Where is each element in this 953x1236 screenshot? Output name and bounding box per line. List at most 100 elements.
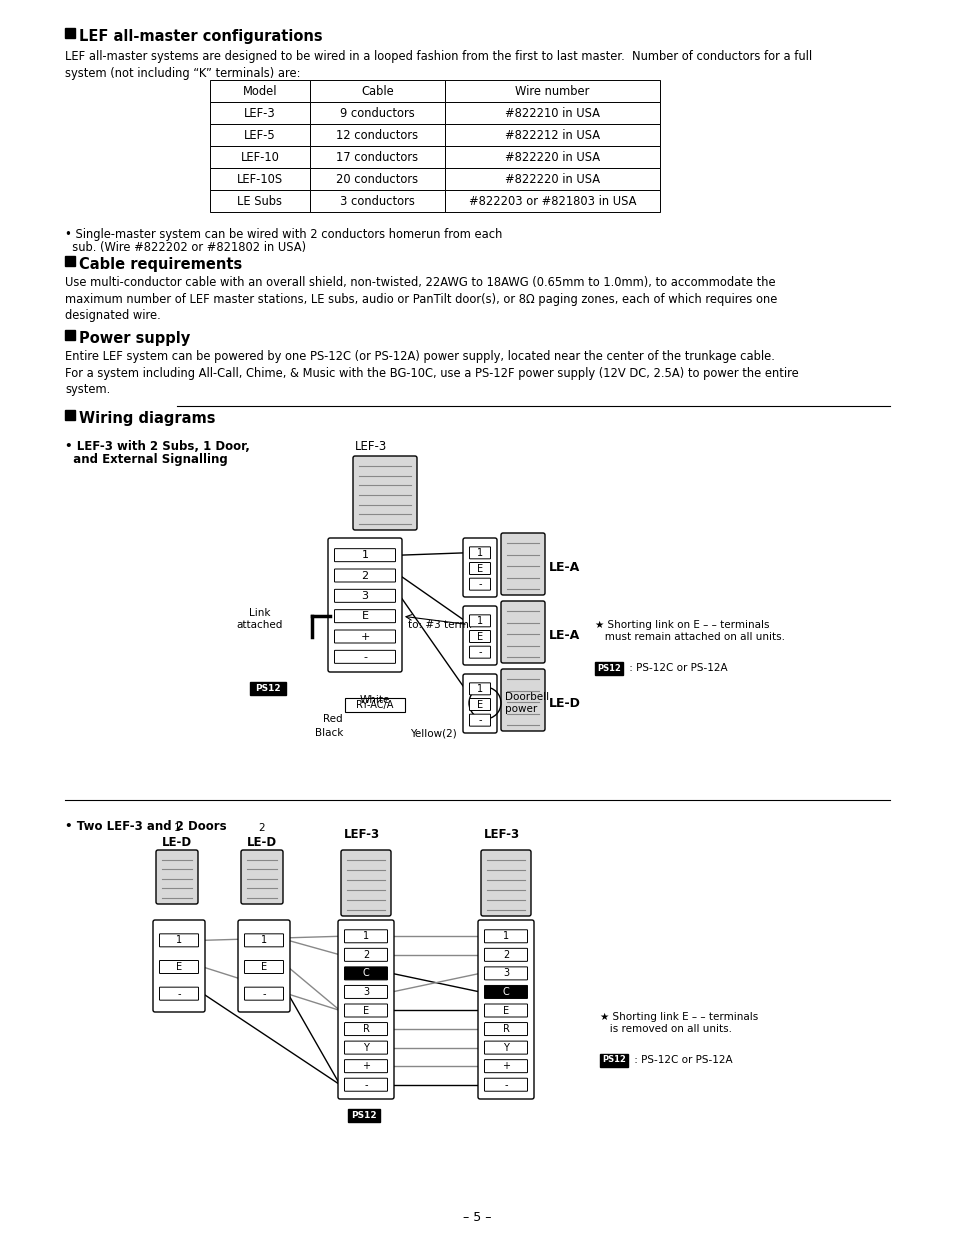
Text: C: C (362, 968, 369, 979)
FancyBboxPatch shape (462, 674, 497, 733)
Text: 1: 1 (476, 684, 482, 693)
Bar (65, 410, 75, 420)
FancyBboxPatch shape (484, 948, 527, 962)
FancyBboxPatch shape (159, 934, 198, 947)
FancyBboxPatch shape (344, 1041, 387, 1054)
Text: Y: Y (363, 1043, 369, 1053)
Text: E: E (476, 564, 482, 574)
Text: -: - (477, 648, 481, 658)
FancyBboxPatch shape (477, 920, 534, 1099)
Text: 12 conductors: 12 conductors (336, 129, 418, 141)
Text: 1: 1 (173, 823, 180, 833)
Bar (250, 682, 286, 695)
Bar (210, 190, 310, 213)
FancyBboxPatch shape (335, 569, 395, 582)
FancyBboxPatch shape (484, 1078, 527, 1091)
FancyBboxPatch shape (335, 549, 395, 561)
Text: LE-D: LE-D (162, 836, 192, 849)
Bar (210, 103, 310, 124)
Text: LEF-3: LEF-3 (483, 828, 519, 840)
Text: Model: Model (242, 84, 277, 98)
FancyBboxPatch shape (340, 850, 391, 916)
Text: #822212 in USA: #822212 in USA (504, 129, 599, 141)
Text: 3: 3 (362, 986, 369, 997)
Text: Red: Red (323, 714, 343, 724)
FancyBboxPatch shape (469, 714, 490, 727)
Text: 1: 1 (361, 550, 368, 560)
Text: 1: 1 (502, 931, 509, 942)
FancyBboxPatch shape (469, 546, 490, 559)
Text: 9 conductors: 9 conductors (340, 106, 415, 120)
FancyBboxPatch shape (344, 929, 387, 943)
Text: LE-A: LE-A (548, 629, 579, 641)
Text: C: C (502, 986, 509, 997)
FancyBboxPatch shape (344, 1004, 387, 1017)
Bar (310, 168, 444, 190)
FancyBboxPatch shape (484, 1022, 527, 1036)
FancyBboxPatch shape (335, 590, 395, 602)
Text: Use multi-conductor cable with an overall shield, non-twisted, 22AWG to 18AWG (0: Use multi-conductor cable with an overal… (65, 276, 777, 323)
Text: • Two LEF-3 and 2 Doors: • Two LEF-3 and 2 Doors (65, 819, 227, 833)
Text: PS12: PS12 (601, 1056, 625, 1064)
FancyBboxPatch shape (500, 601, 544, 662)
Bar (310, 146, 444, 168)
Text: White: White (359, 695, 390, 705)
FancyBboxPatch shape (244, 960, 283, 974)
FancyBboxPatch shape (241, 850, 283, 904)
Text: #822203 or #821803 in USA: #822203 or #821803 in USA (468, 194, 636, 208)
FancyBboxPatch shape (484, 1041, 527, 1054)
Bar (210, 146, 310, 168)
FancyBboxPatch shape (500, 669, 544, 730)
Text: 1: 1 (261, 936, 267, 946)
Bar (444, 103, 659, 124)
Bar (210, 124, 310, 146)
FancyBboxPatch shape (156, 850, 198, 904)
Text: #822220 in USA: #822220 in USA (504, 151, 599, 163)
Text: 1: 1 (476, 548, 482, 557)
Text: PS12: PS12 (254, 684, 280, 692)
Text: LEF-3: LEF-3 (355, 440, 387, 454)
Text: Entire LEF system can be powered by one PS-12C (or PS-12A) power supply, located: Entire LEF system can be powered by one … (65, 350, 798, 396)
Text: Doorbell
power: Doorbell power (504, 692, 549, 714)
Text: 2: 2 (502, 949, 509, 960)
FancyBboxPatch shape (480, 850, 531, 916)
FancyBboxPatch shape (484, 967, 527, 980)
FancyBboxPatch shape (500, 533, 544, 595)
FancyBboxPatch shape (469, 562, 490, 575)
Text: – 5 –: – 5 – (462, 1211, 491, 1225)
Text: E: E (361, 611, 368, 622)
Text: : PS-12C or PS-12A: : PS-12C or PS-12A (625, 662, 727, 672)
Text: #822210 in USA: #822210 in USA (504, 106, 599, 120)
Text: -: - (364, 1080, 367, 1090)
Text: +: + (501, 1062, 510, 1072)
FancyBboxPatch shape (244, 934, 283, 947)
FancyBboxPatch shape (344, 1078, 387, 1091)
FancyBboxPatch shape (469, 630, 490, 643)
Text: ★ Shorting link E – – terminals
   is removed on all units.: ★ Shorting link E – – terminals is remov… (599, 1012, 758, 1033)
Text: LE-D: LE-D (247, 836, 276, 849)
Text: Wire number: Wire number (515, 84, 589, 98)
Text: 1: 1 (476, 616, 482, 625)
Text: and External Signalling: and External Signalling (65, 454, 228, 466)
Text: #822220 in USA: #822220 in USA (504, 173, 599, 185)
Text: -: - (477, 580, 481, 590)
FancyBboxPatch shape (344, 1022, 387, 1036)
FancyBboxPatch shape (244, 988, 283, 1000)
Text: Yellow(2): Yellow(2) (410, 728, 456, 738)
Text: Power supply: Power supply (79, 331, 190, 346)
Text: 3: 3 (502, 968, 509, 979)
Text: LE-D: LE-D (548, 697, 580, 709)
Text: 1: 1 (175, 936, 182, 946)
Text: LEF all-master systems are designed to be wired in a looped fashion from the fir: LEF all-master systems are designed to b… (65, 49, 811, 79)
Text: +: + (361, 1062, 370, 1072)
Text: 1: 1 (362, 931, 369, 942)
FancyBboxPatch shape (484, 1059, 527, 1073)
FancyBboxPatch shape (469, 578, 490, 590)
Text: -: - (363, 651, 367, 661)
Text: -: - (177, 989, 180, 999)
FancyBboxPatch shape (469, 698, 490, 711)
FancyBboxPatch shape (344, 985, 387, 999)
FancyBboxPatch shape (344, 948, 387, 962)
FancyBboxPatch shape (237, 920, 290, 1012)
Text: ★ Shorting link on E – – terminals
   must remain attached on all units.: ★ Shorting link on E – – terminals must … (595, 620, 784, 641)
